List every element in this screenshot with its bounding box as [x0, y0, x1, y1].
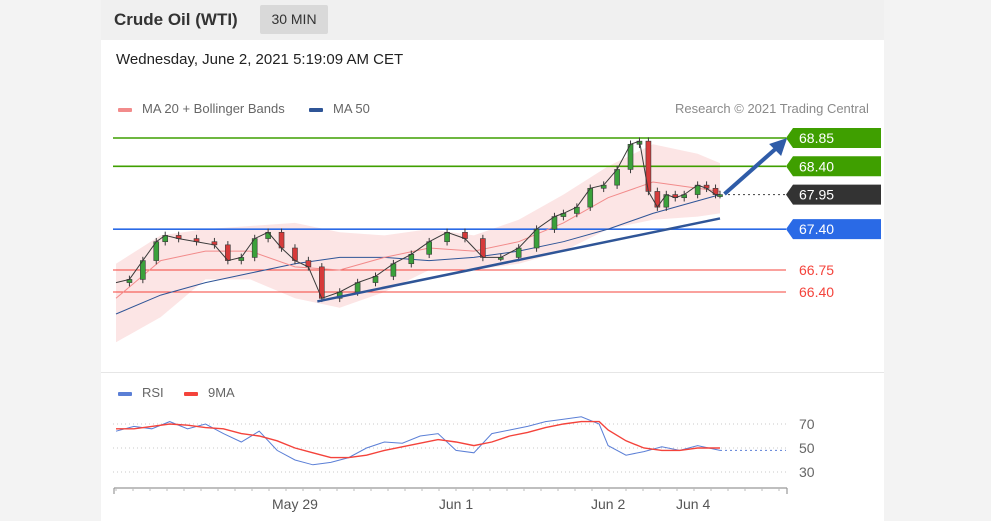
level-68-85-tag: [786, 128, 881, 148]
candle-body: [533, 228, 540, 249]
rsi-tick-70: 70: [799, 416, 815, 432]
series-ma-50: [115, 194, 721, 315]
projection-arrow-head: [769, 138, 788, 156]
level-68-85-label: 68.85: [799, 130, 834, 146]
level-67-95-tag: [786, 184, 881, 205]
panel-header: [101, 0, 884, 40]
candle-body: [480, 238, 486, 258]
level-68-40-tag: [786, 156, 881, 177]
x-tick-jun-4: Jun 4: [676, 496, 710, 512]
rsi-tick-50: 50: [799, 440, 815, 456]
legend-ma50-label: MA 50: [333, 101, 370, 116]
ma50-swatch: [309, 107, 323, 112]
rsi-series-rsi: [115, 416, 721, 466]
price-line: [115, 140, 720, 299]
level-67-40-label: 67.40: [799, 221, 834, 237]
legend-9ma: 9MA: [184, 385, 235, 400]
level-67-95-label: 67.95: [799, 187, 834, 203]
x-tick-jun-1: Jun 1: [439, 496, 473, 512]
support-trendline: [317, 217, 721, 303]
legend-ma20-label: MA 20 + Bollinger Bands: [142, 101, 285, 116]
legend-9ma-label: 9MA: [208, 385, 235, 400]
timeframe-badge[interactable]: 30 MIN: [260, 5, 328, 34]
level-67-40-tag: [786, 219, 881, 240]
level-66-75-label: 66.75: [799, 262, 834, 278]
candle-body: [390, 263, 397, 277]
legend-rsi: RSI: [118, 385, 164, 400]
rsi-swatch: [118, 391, 132, 396]
candle-body: [426, 241, 432, 255]
ma20-swatch: [118, 107, 132, 112]
bollinger-band: [116, 144, 720, 343]
credit-text: Research © 2021 Trading Central: [675, 101, 869, 116]
panel-divider: [101, 372, 884, 373]
legend-ma20: MA 20 + Bollinger Bands: [118, 101, 285, 116]
projection-arrow-shaft: [723, 142, 783, 196]
x-tick-may-29: May 29: [272, 496, 318, 512]
rsi-series-9ma: [116, 420, 720, 459]
legend-rsi-label: RSI: [142, 385, 164, 400]
level-68-40-label: 68.40: [799, 158, 834, 174]
level-66-40-label: 66.40: [799, 284, 834, 300]
legend-ma50: MA 50: [309, 101, 370, 116]
chart-datetime: Wednesday, June 2, 2021 5:19:09 AM CET: [116, 51, 404, 68]
rsi-tick-30: 30: [799, 464, 815, 480]
instrument-title: Crude Oil (WTI): [114, 10, 238, 29]
x-tick-jun-2: Jun 2: [591, 496, 625, 512]
9ma-swatch: [184, 391, 198, 396]
